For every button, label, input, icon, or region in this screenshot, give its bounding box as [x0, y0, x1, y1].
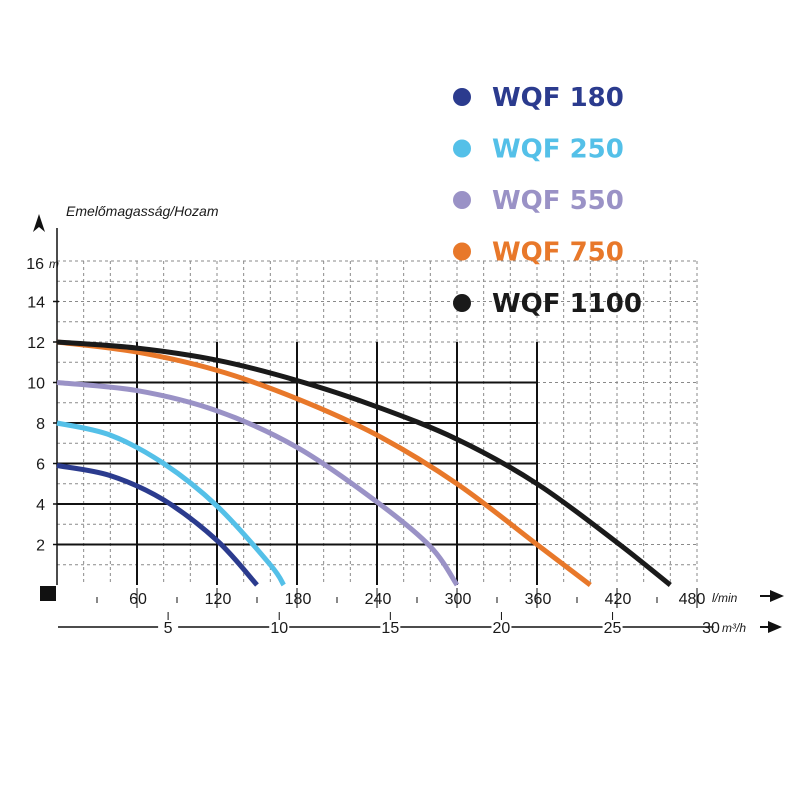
labels: Emelőmagasság/Hozam 16 m l/min m³/h: [26, 203, 746, 635]
legend-dot-wqf-180: [453, 88, 471, 106]
legend-label-wqf-750: WQF 750: [492, 238, 624, 268]
series-line-wqf-180: [56, 463, 259, 587]
x-tick-label-m3h: 15: [381, 620, 399, 637]
y-unit-label: m: [49, 257, 59, 271]
legend-label-wqf-180: WQF 180: [492, 83, 624, 113]
legend-label-wqf-250: WQF 250: [492, 135, 624, 165]
x-tick-label-m3h: 5: [164, 620, 173, 637]
grid-major: [57, 342, 538, 585]
x-tick-label-m3h: 20: [493, 620, 511, 637]
legend-dot-wqf-1100: [453, 294, 471, 312]
legend-dot-wqf-550: [453, 191, 471, 209]
series-line-wqf-550: [56, 380, 460, 587]
x-tick-label-lmin: 120: [205, 591, 232, 608]
y-tick-label: 8: [36, 416, 45, 433]
x-tick-label-lmin: 240: [365, 591, 392, 608]
y-tick-label: 4: [36, 497, 45, 514]
legend-label-wqf-550: WQF 550: [492, 186, 624, 216]
y-axis-title: Emelőmagasság/Hozam: [66, 203, 219, 219]
axes: 2 4 6 8 10 12 14 60 120 180 240 300 360 420 480 5 10 15 20…: [27, 214, 784, 637]
y-top-label: 16: [26, 256, 44, 273]
x-tick-label-m3h: 25: [604, 620, 622, 637]
y-tick-label: 6: [36, 457, 45, 474]
x-tick-label-lmin: 420: [605, 591, 632, 608]
y-axis-arrow-icon: [33, 214, 45, 232]
x-tick-label-lmin: 60: [129, 591, 147, 608]
y-tick-label: 10: [27, 376, 45, 393]
x-tick-label-lmin: 180: [285, 591, 312, 608]
x-axis-m3h-arrow-icon: [768, 621, 782, 633]
x-tick-label-m3h: 10: [270, 620, 288, 637]
x-tick-label-m3h: 30: [702, 620, 720, 637]
x-axis-lmin-arrow-icon: [770, 590, 784, 602]
legend: WQF 180 WQF 250 WQF 550 WQF 750 WQF 1100: [453, 83, 642, 319]
series-line-wqf-1100: [56, 339, 672, 587]
series-layer: [56, 339, 672, 587]
x-unit-lmin: l/min: [712, 591, 738, 605]
legend-dot-wqf-750: [453, 242, 471, 261]
legend-label-wqf-1100: WQF 1100: [492, 289, 642, 319]
origin-square-icon: [40, 586, 56, 601]
x-tick-label-lmin: 300: [445, 591, 472, 608]
y-tick-label: 2: [36, 538, 45, 555]
y-tick-label: 14: [27, 295, 45, 312]
x-tick-label-lmin: 480: [679, 591, 706, 608]
x-unit-m3h: m³/h: [722, 621, 746, 635]
series-line-wqf-250: [56, 420, 286, 587]
legend-dot-wqf-250: [453, 139, 471, 158]
series-line-wqf-750: [56, 339, 592, 587]
x-tick-label-lmin: 360: [525, 591, 552, 608]
y-tick-label: 12: [27, 335, 45, 352]
